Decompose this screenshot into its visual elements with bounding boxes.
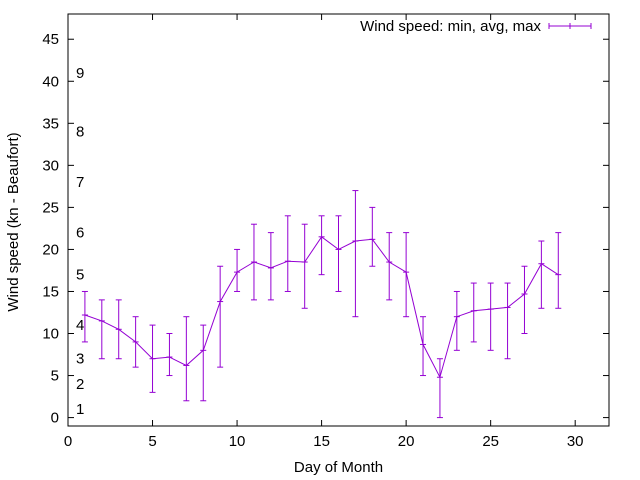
beaufort-label: 5 bbox=[76, 267, 84, 284]
x-tick-label: 5 bbox=[148, 433, 156, 450]
y-tick-label: 35 bbox=[42, 115, 59, 132]
beaufort-label: 2 bbox=[76, 376, 84, 393]
x-tick-label: 25 bbox=[482, 433, 499, 450]
legend-label: Wind speed: min, avg, max bbox=[360, 18, 541, 35]
y-tick-label: 40 bbox=[42, 73, 59, 90]
x-tick-label: 0 bbox=[64, 433, 72, 450]
legend: Wind speed: min, avg, max bbox=[360, 18, 592, 35]
beaufort-label: 7 bbox=[76, 174, 84, 191]
beaufort-label: 3 bbox=[76, 351, 84, 368]
y-tick-label: 30 bbox=[42, 157, 59, 174]
y-tick-label: 10 bbox=[42, 326, 59, 343]
y-tick-label: 15 bbox=[42, 283, 59, 300]
y-tick-label: 20 bbox=[42, 241, 59, 258]
x-axis-label: Day of Month bbox=[294, 459, 383, 476]
y-axis-label: Wind speed (kn - Beaufort) bbox=[5, 132, 22, 311]
x-tick-label: 15 bbox=[313, 433, 330, 450]
x-tick-label: 10 bbox=[229, 433, 246, 450]
beaufort-label: 8 bbox=[76, 124, 84, 141]
y-tick-label: 0 bbox=[51, 410, 59, 427]
beaufort-label: 9 bbox=[76, 65, 84, 82]
y-tick-label: 25 bbox=[42, 199, 59, 216]
beaufort-scale-labels: 1 2 3 4 5 6 7 8 9 bbox=[76, 65, 84, 418]
plot-frame bbox=[67, 13, 610, 427]
x-tick-label: 20 bbox=[398, 433, 415, 450]
x-tick-label: 30 bbox=[567, 433, 584, 450]
y-tick-label: 5 bbox=[51, 368, 59, 385]
y-tick-label: 45 bbox=[42, 31, 59, 48]
beaufort-label: 6 bbox=[76, 225, 84, 242]
x-axis-ticks: 0 5 10 15 20 25 30 bbox=[64, 14, 584, 450]
beaufort-label: 4 bbox=[76, 317, 84, 334]
series-layer bbox=[81, 190, 562, 419]
legend-sample bbox=[548, 23, 592, 29]
beaufort-label: 1 bbox=[76, 401, 84, 418]
